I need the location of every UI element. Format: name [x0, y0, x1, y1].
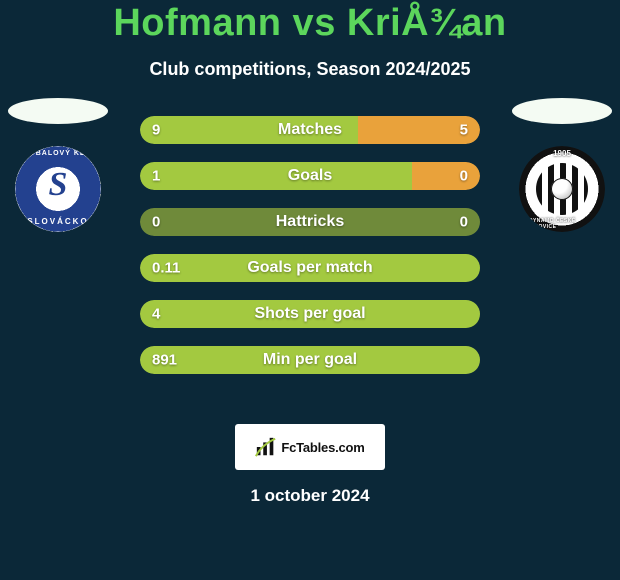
- stat-row: 0.11 Goals per match: [140, 254, 480, 282]
- attribution-text: FcTables.com: [281, 440, 364, 455]
- badge-bottom-text: SK DYNAMO ČESKÉ BUDĚJOVICE: [519, 218, 605, 230]
- stat-bars: 9 5 Matches 1 0 Goals 0 0 Hattricks 0.11 Goals per…: [140, 116, 480, 374]
- stat-left-value: 4: [152, 306, 160, 323]
- stat-row: 9 5 Matches: [140, 116, 480, 144]
- stat-right-fill: [412, 162, 480, 190]
- stat-left-value: 891: [152, 352, 177, 369]
- stat-right-value: 0: [460, 214, 468, 231]
- stat-label: Hattricks: [276, 213, 344, 231]
- attribution-badge: FcTables.com: [235, 424, 385, 470]
- stat-row: 891 Min per goal: [140, 346, 480, 374]
- stat-label: Shots per goal: [254, 305, 365, 323]
- stat-left-fill: [140, 162, 412, 190]
- right-player-column: 1905 SK DYNAMO ČESKÉ BUDĚJOVICE: [502, 98, 620, 232]
- stat-left-value: 0: [152, 214, 160, 231]
- stat-label: Goals: [288, 167, 332, 185]
- player-silhouette-placeholder-right: [512, 98, 612, 124]
- left-player-column: FOTBALOVÝ KLUB S SLOVÁCKO: [0, 98, 118, 232]
- badge-bottom-text: SLOVÁCKO: [27, 217, 88, 226]
- stat-row: 4 Shots per goal: [140, 300, 480, 328]
- stat-left-value: 1: [152, 168, 160, 185]
- stat-row: 0 0 Hattricks: [140, 208, 480, 236]
- comparison-infographic: Hofmann vs KriÅ¾an Club competitions, Se…: [0, 0, 620, 506]
- stat-left-value: 0.11: [152, 260, 180, 277]
- chart-bars-icon: [255, 436, 277, 458]
- badge-top-text: FOTBALOVÝ KLUB: [19, 150, 98, 157]
- subtitle: Club competitions, Season 2024/2025: [0, 59, 620, 80]
- badge-year: 1905: [553, 149, 571, 158]
- badge-football-icon: [551, 178, 573, 200]
- stat-label: Matches: [278, 121, 342, 139]
- badge-center-letter: S: [49, 166, 68, 204]
- stat-left-value: 9: [152, 122, 160, 139]
- right-club-badge: 1905 SK DYNAMO ČESKÉ BUDĚJOVICE: [519, 146, 605, 232]
- stat-right-value: 0: [460, 168, 468, 185]
- player-silhouette-placeholder-left: [8, 98, 108, 124]
- stat-row: 1 0 Goals: [140, 162, 480, 190]
- comparison-body: FOTBALOVÝ KLUB S SLOVÁCKO 1905 SK DYNAMO…: [0, 116, 620, 396]
- stat-label: Goals per match: [247, 259, 372, 277]
- page-title: Hofmann vs KriÅ¾an: [0, 2, 620, 45]
- stat-label: Min per goal: [263, 351, 357, 369]
- stat-right-value: 5: [460, 122, 468, 139]
- left-club-badge: FOTBALOVÝ KLUB S SLOVÁCKO: [15, 146, 101, 232]
- generated-date: 1 october 2024: [0, 486, 620, 506]
